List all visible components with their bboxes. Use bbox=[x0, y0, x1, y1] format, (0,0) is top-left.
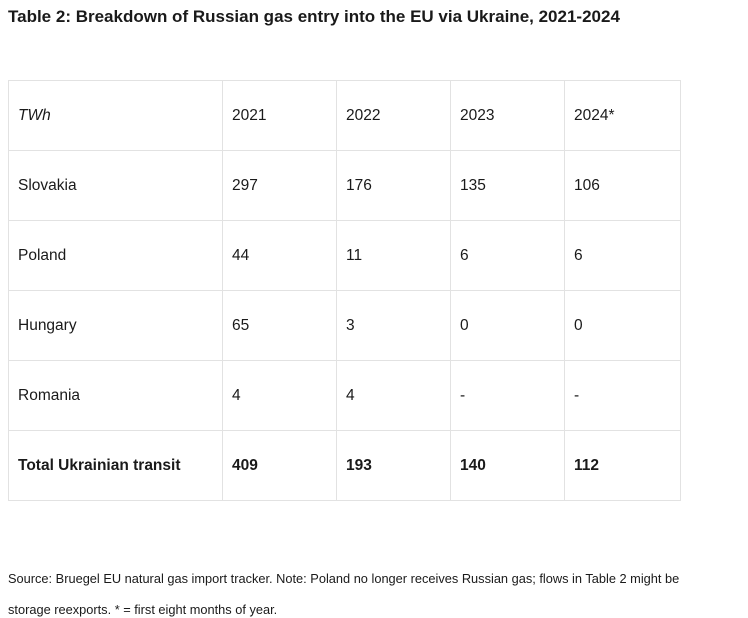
year-header-cell: 2024* bbox=[564, 80, 681, 151]
total-value-cell: 193 bbox=[336, 430, 451, 501]
year-header-cell: 2022 bbox=[336, 80, 451, 151]
value-cell: 4 bbox=[222, 360, 337, 431]
value-cell: 11 bbox=[336, 220, 451, 291]
year-header-cell: 2021 bbox=[222, 80, 337, 151]
value-cell: 65 bbox=[222, 290, 337, 361]
value-cell: 6 bbox=[564, 220, 681, 291]
table-header-row: TWh 2021 2022 2023 2024* bbox=[8, 80, 681, 151]
total-value-cell: 112 bbox=[564, 430, 681, 501]
source-note-line: Source: Bruegel EU natural gas import tr… bbox=[8, 571, 680, 586]
value-cell: - bbox=[450, 360, 565, 431]
source-note: Source: Bruegel EU natural gas import tr… bbox=[8, 563, 743, 618]
table-row: Slovakia 297 176 135 106 bbox=[8, 150, 681, 221]
total-value-cell: 140 bbox=[450, 430, 565, 501]
country-cell: Romania bbox=[8, 360, 223, 431]
value-cell: 176 bbox=[336, 150, 451, 221]
total-value-cell: 409 bbox=[222, 430, 337, 501]
value-cell: 44 bbox=[222, 220, 337, 291]
value-cell: 297 bbox=[222, 150, 337, 221]
value-cell: 4 bbox=[336, 360, 451, 431]
table-row: Hungary 65 3 0 0 bbox=[8, 290, 681, 361]
year-header-cell: 2023 bbox=[450, 80, 565, 151]
value-cell: 3 bbox=[336, 290, 451, 361]
gas-transit-table: TWh 2021 2022 2023 2024* Slovakia 297 17… bbox=[8, 80, 681, 501]
table-row: Poland 44 11 6 6 bbox=[8, 220, 681, 291]
country-cell: Poland bbox=[8, 220, 223, 291]
value-cell: 106 bbox=[564, 150, 681, 221]
total-row: Total Ukrainian transit 409 193 140 112 bbox=[8, 430, 681, 501]
value-cell: 0 bbox=[564, 290, 681, 361]
value-cell: - bbox=[564, 360, 681, 431]
total-label-cell: Total Ukrainian transit bbox=[8, 430, 223, 501]
value-cell: 0 bbox=[450, 290, 565, 361]
value-cell: 6 bbox=[450, 220, 565, 291]
value-cell: 135 bbox=[450, 150, 565, 221]
country-cell: Hungary bbox=[8, 290, 223, 361]
table-title: Table 2: Breakdown of Russian gas entry … bbox=[8, 7, 620, 26]
table-row: Romania 4 4 - - bbox=[8, 360, 681, 431]
unit-header-cell: TWh bbox=[8, 80, 223, 151]
source-note-line: storage reexports. * = first eight month… bbox=[8, 602, 278, 617]
country-cell: Slovakia bbox=[8, 150, 223, 221]
